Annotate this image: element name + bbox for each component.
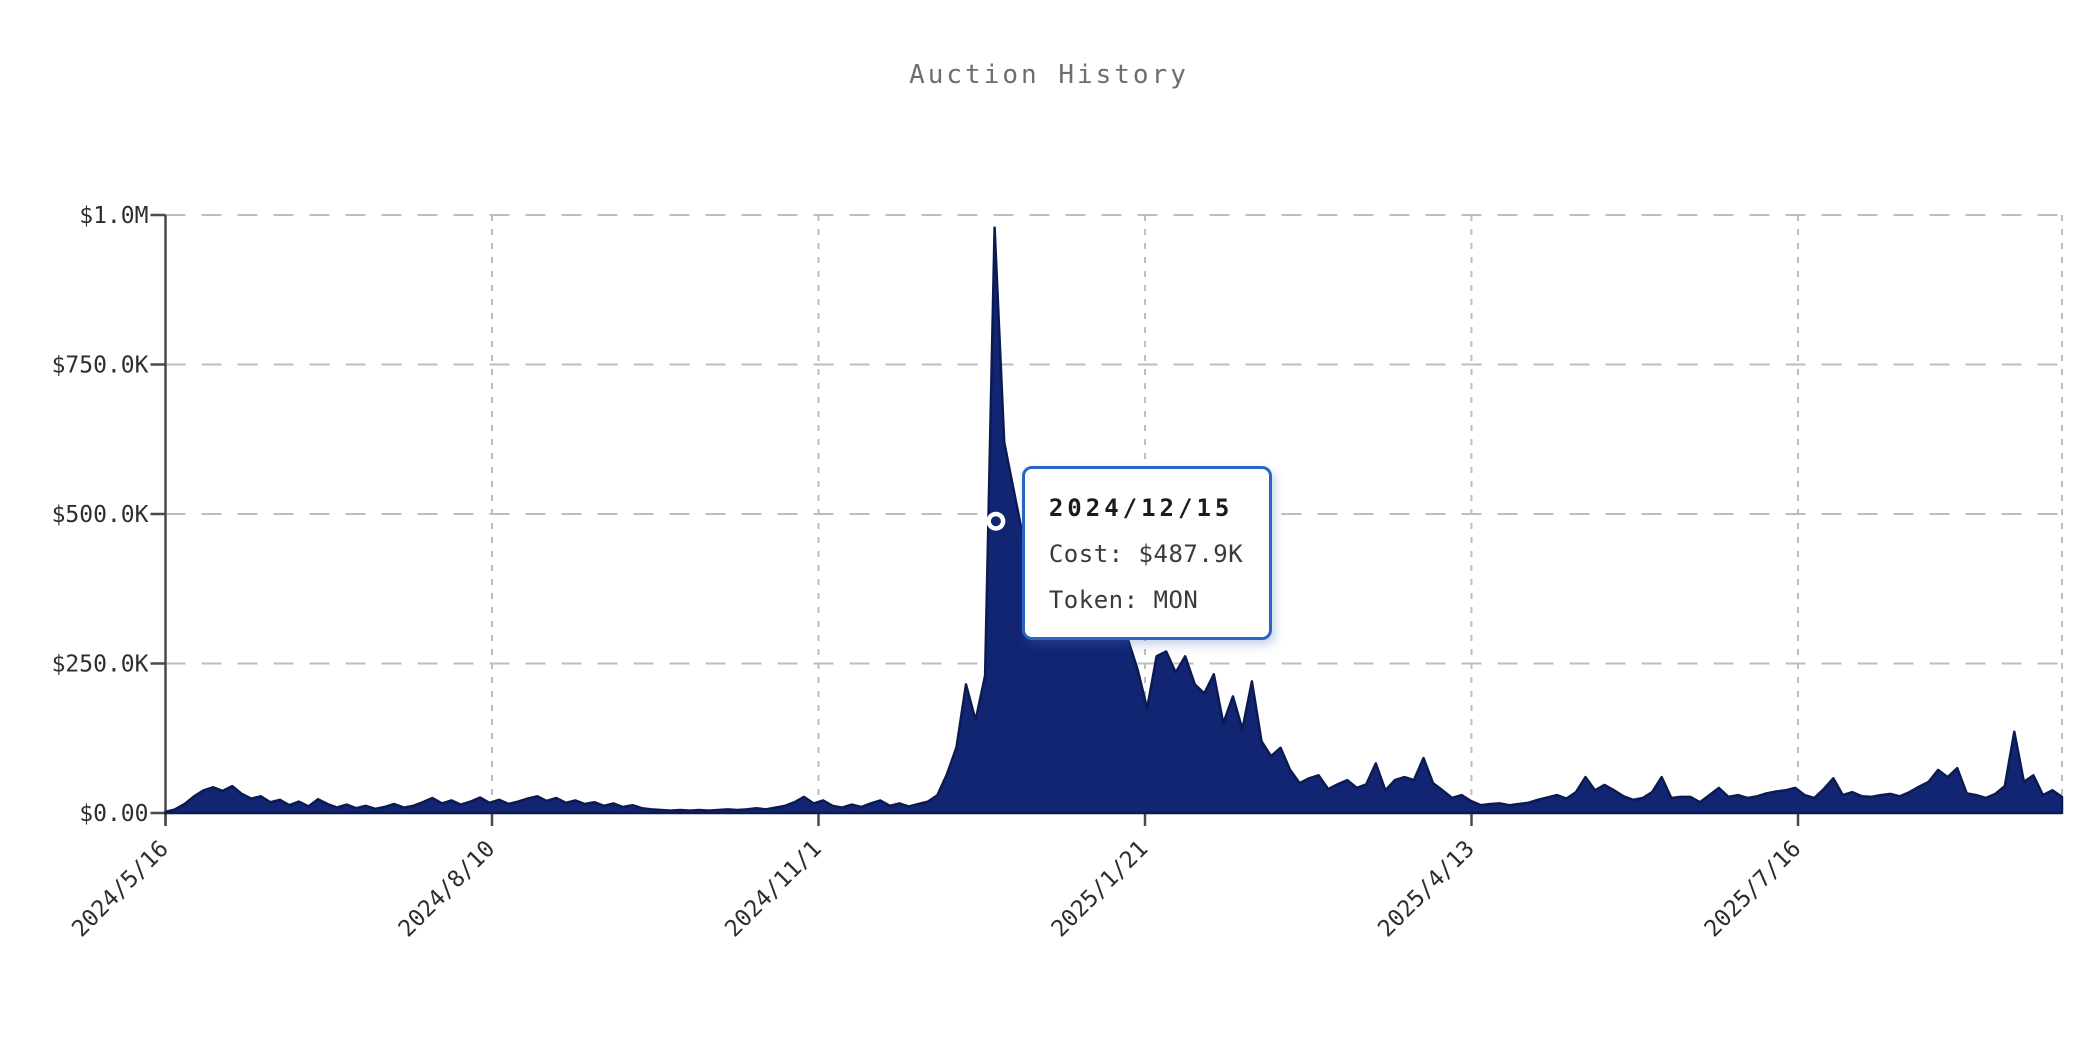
y-axis-labels: $1.0M $750.0K $500.0K $250.0K $0.00 xyxy=(52,203,149,827)
svg-text:2024/5/16: 2024/5/16 xyxy=(67,836,174,943)
x-axis-labels: 2024/5/16 2024/8/10 2024/11/1 2025/1/21 2025… xyxy=(67,836,1806,943)
svg-text:$500.0K: $500.0K xyxy=(52,502,149,528)
svg-text:$0.00: $0.00 xyxy=(79,801,148,827)
svg-text:2025/1/21: 2025/1/21 xyxy=(1047,836,1154,943)
svg-text:2024/8/10: 2024/8/10 xyxy=(394,836,501,943)
svg-text:$1.0M: $1.0M xyxy=(79,203,148,229)
tooltip-cost: Cost: $487.9K xyxy=(1048,540,1244,569)
y-axis xyxy=(150,213,1800,826)
svg-text:$750.0K: $750.0K xyxy=(52,353,149,379)
chart-tooltip: 2024/12/15 Cost: $487.9K Token: MON xyxy=(1021,466,1273,641)
tooltip-token: Token: MON xyxy=(1048,586,1199,615)
chart-title: Auction History xyxy=(909,60,1189,90)
svg-text:2025/7/16: 2025/7/16 xyxy=(1700,836,1807,943)
hover-point-marker xyxy=(986,511,1006,531)
svg-text:2024/11/1: 2024/11/1 xyxy=(720,836,827,943)
svg-text:2025/4/13: 2025/4/13 xyxy=(1373,836,1480,943)
tooltip-date: 2024/12/15 xyxy=(1048,494,1234,523)
svg-text:$250.0K: $250.0K xyxy=(52,652,149,678)
